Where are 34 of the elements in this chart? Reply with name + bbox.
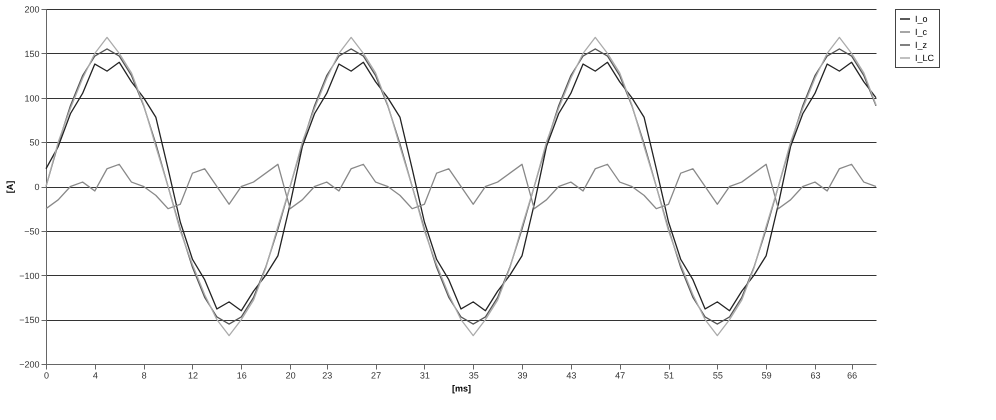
legend-label: I_z (915, 40, 928, 50)
x-tick-label: 20 (286, 370, 296, 380)
x-tick-label: 51 (664, 370, 674, 380)
y-tick-label: −200 (19, 360, 40, 370)
x-tick-label: 55 (712, 370, 723, 380)
x-tick-label: 63 (810, 370, 820, 380)
x-tick-label: 0 (44, 370, 50, 380)
x-tick-label: 39 (518, 370, 528, 380)
x-tick-label: 27 (371, 370, 382, 380)
x-tick-label: 43 (566, 370, 576, 380)
x-tick-label: 8 (142, 370, 147, 380)
x-tick-label: 31 (420, 370, 430, 380)
x-tick-label: 59 (762, 370, 772, 380)
y-tick-label: 50 (29, 138, 40, 148)
y-tick-label: 200 (24, 4, 40, 14)
y-tick-label: −50 (24, 226, 40, 236)
x-axis-title: [ms] (452, 384, 472, 394)
x-tick-label: 35 (468, 370, 479, 380)
y-tick-label: 0 (34, 182, 40, 192)
y-tick-label: −150 (19, 315, 40, 326)
x-tick-label: 12 (188, 370, 198, 380)
legend-label: I_o (915, 14, 928, 24)
y-tick-label: 150 (24, 48, 40, 59)
y-tick-label: −100 (19, 270, 40, 281)
x-tick-label: 23 (322, 370, 332, 380)
x-tick-label: 66 (847, 370, 858, 380)
x-tick-label: 16 (236, 370, 247, 380)
y-axis-title: [A] (5, 180, 16, 194)
line-series (45, 164, 877, 210)
y-tick-label: 100 (24, 93, 40, 104)
legend-label: I_LC (915, 53, 935, 63)
legend-label: I_c (915, 27, 928, 37)
x-tick-label: 47 (615, 370, 626, 380)
x-tick-label: 4 (92, 370, 98, 380)
